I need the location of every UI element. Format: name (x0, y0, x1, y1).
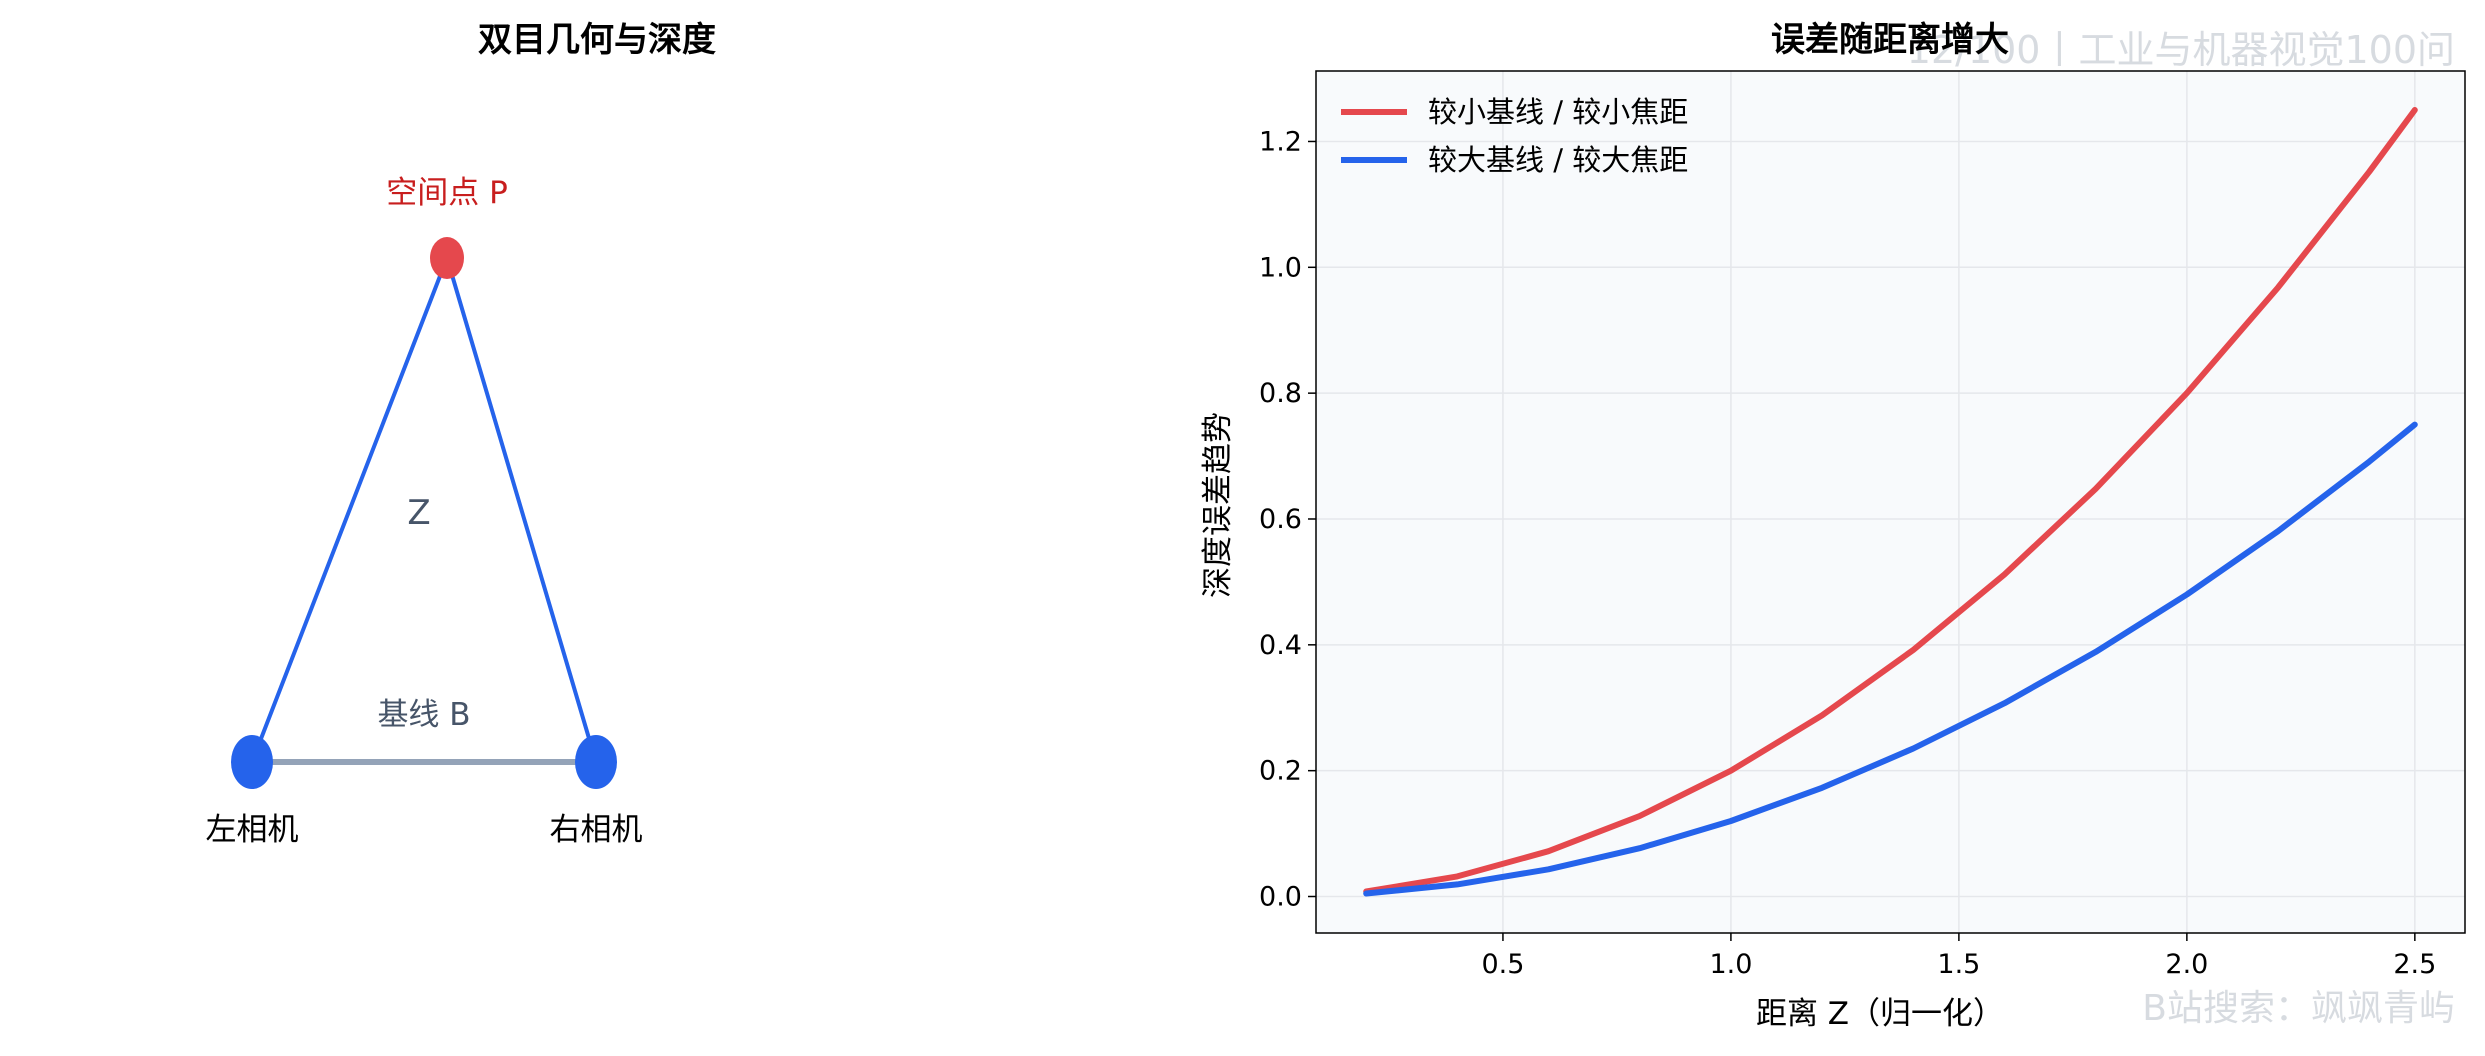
left-camera-marker (231, 735, 273, 789)
x-tick-label: 2.0 (2165, 949, 2208, 980)
y-tick-label: 1.2 (1259, 126, 1302, 157)
baseline-label: 基线 B (377, 697, 470, 733)
right-camera-label: 右相机 (550, 812, 643, 848)
space-point-label: 空间点 P (386, 175, 508, 211)
chart-title: 误差随距离增大 (1771, 20, 2009, 60)
error-chart: 0.5 1.0 1.5 2.0 2.5 0.0 0.2 0.4 0.6 0.8 1.0 1.2 12/… (1200, 20, 2466, 1032)
series-lines (1363, 107, 2418, 897)
y-tick-label: 0.4 (1259, 630, 1302, 661)
y-tick-label: 0.6 (1259, 504, 1302, 535)
right-camera-marker (575, 735, 617, 789)
axis-ticks: 0.5 1.0 1.5 2.0 2.5 0.0 0.2 0.4 0.6 0.8 1.0 1.2 (1259, 126, 2436, 980)
legend-label-1: 较大基线 / 较大焦距 (1428, 143, 1688, 177)
left-camera-label: 左相机 (206, 812, 299, 848)
y-axis-label: 深度误差趋势 (1200, 412, 1236, 598)
plot-frame (1315, 70, 2466, 934)
space-point-marker (430, 237, 464, 279)
diagram-title: 双目几何与深度 (478, 20, 716, 60)
x-tick-label: 1.5 (1937, 949, 1980, 980)
left-ray-line (250, 257, 449, 763)
series-line-0 (1363, 107, 2418, 895)
watermark-bottom: B站搜索：飒飒青屿 (2142, 988, 2455, 1029)
y-tick-label: 0.0 (1259, 882, 1302, 913)
right-ray-line (445, 257, 598, 763)
x-tick-label: 0.5 (1481, 949, 1524, 980)
x-tick-label: 1.0 (1709, 949, 1752, 980)
x-axis-label: 距离 Z（归一化） (1756, 996, 2004, 1032)
series-line-1 (1363, 421, 2418, 897)
y-tick-label: 0.2 (1259, 756, 1302, 787)
depth-label: Z (407, 493, 430, 533)
y-tick-label: 0.8 (1259, 378, 1302, 409)
grid-lines (1316, 71, 2465, 933)
plot-area-background (1316, 71, 2465, 933)
stereo-geometry-diagram: 双目几何与深度 空间点 P Z 基线 B 左相机 右相机 (206, 20, 717, 848)
legend-label-0: 较小基线 / 较小焦距 (1428, 95, 1688, 129)
x-tick-label: 2.5 (2393, 949, 2436, 980)
y-tick-label: 1.0 (1259, 252, 1302, 283)
watermark-top: 12/100丨工业与机器视觉100问 (1907, 28, 2455, 72)
